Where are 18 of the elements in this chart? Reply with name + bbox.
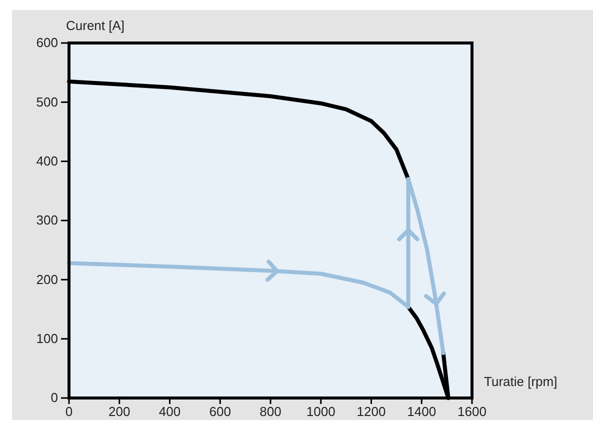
- x-tick-label: 0: [65, 404, 73, 420]
- y-tick-label: 400: [36, 153, 58, 168]
- y-tick-label: 300: [36, 212, 58, 228]
- y-tick-label: 600: [36, 35, 58, 50]
- y-tick-label: 200: [36, 272, 58, 287]
- x-tick-label: 1000: [306, 404, 336, 420]
- y-tick-label: 100: [36, 330, 58, 346]
- x-tick-label: 600: [209, 404, 231, 420]
- x-tick-label: 800: [260, 404, 282, 420]
- x-tick-label: 400: [158, 404, 181, 420]
- y-tick-label: 0: [50, 390, 58, 406]
- y-tick-label: 500: [36, 94, 58, 110]
- x-tick-label: 1400: [407, 404, 436, 420]
- x-tick-label: 1600: [458, 404, 486, 420]
- x-tick-label: 200: [108, 404, 130, 420]
- y-axis-title: Curent [A]: [66, 18, 125, 33]
- x-axis-title: Turatie [rpm]: [484, 374, 558, 389]
- x-tick-label: 1200: [356, 404, 386, 420]
